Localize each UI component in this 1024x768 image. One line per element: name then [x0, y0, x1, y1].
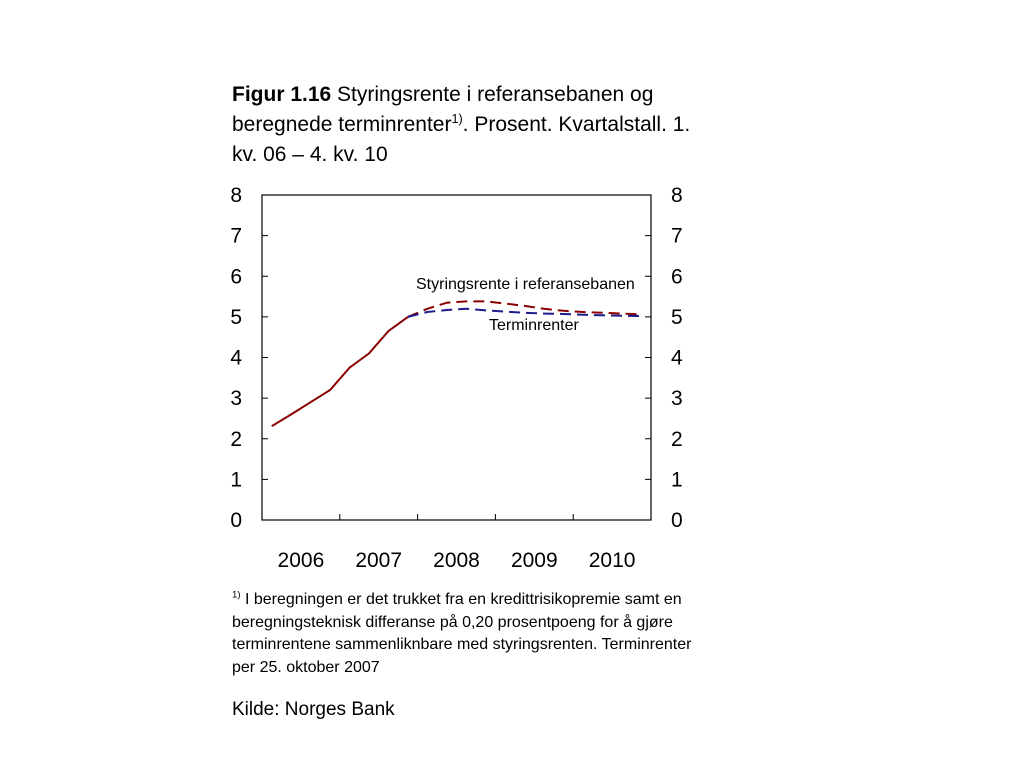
y-tick-label-left: 1: [230, 468, 242, 491]
x-tick-label: 2006: [278, 549, 325, 572]
y-tick-label-right: 7: [671, 225, 683, 248]
x-tick-label: 2008: [433, 549, 480, 572]
y-tick-label-right: 4: [671, 347, 683, 370]
figure-label: Figur 1.16: [232, 83, 332, 106]
figure-title-footnote-marker: 1): [451, 112, 463, 126]
y-axis-right: 0 1 2 3 4 5 6 7 8: [645, 184, 683, 532]
series-0-solid-line: [271, 316, 409, 428]
y-tick-label-right: 8: [671, 184, 683, 207]
figure-title: Figur 1.16 Styringsrente i referansebane…: [232, 80, 702, 170]
y-tick-label-left: 7: [230, 225, 242, 248]
plot-frame: [261, 194, 652, 521]
series-label-styringsrente: Styringsrente i referansebanen: [416, 276, 635, 293]
y-tick-label-right: 0: [671, 509, 683, 532]
series-label-terminrenter: Terminrenter: [489, 317, 579, 334]
footnote: 1) I beregningen er det trukket fra en k…: [232, 589, 712, 679]
series-lines: [271, 300, 642, 428]
x-tick-label: 2009: [511, 549, 558, 572]
y-tick-label-left: 8: [230, 184, 242, 207]
y-axis-left: 0 1 2 3 4 5 6 7 8: [230, 184, 268, 532]
series-1-dashed-line: [407, 307, 642, 318]
series-0-dashed-line: [407, 300, 642, 318]
y-tick-label-right: 1: [671, 468, 683, 491]
source-text: Kilde: Norges Bank: [232, 699, 395, 720]
x-tick-label: 2007: [355, 549, 402, 572]
y-tick-label-right: 5: [671, 306, 683, 329]
y-tick-label-right: 2: [671, 428, 683, 451]
y-tick-label-right: 6: [671, 265, 683, 288]
figure-title-subtitle: . Prosent. Kvartalstall. 1. kv. 06 – 4. …: [232, 113, 691, 166]
y-tick-label-left: 0: [230, 509, 242, 532]
y-tick-label-left: 6: [230, 265, 242, 288]
footnote-marker: 1): [232, 589, 241, 601]
x-axis: 2006 2007 2008 2009 2010: [278, 514, 636, 572]
y-tick-label-left: 4: [230, 347, 242, 370]
y-tick-label-left: 5: [230, 306, 242, 329]
y-tick-label-left: 2: [230, 428, 242, 451]
y-tick-label-left: 3: [230, 387, 242, 410]
x-tick-label: 2010: [589, 549, 636, 572]
figure-title-text: Styringsrente i referansebanen og beregn…: [232, 83, 654, 136]
footnote-text: I beregningen er det trukket fra en kred…: [232, 591, 692, 676]
y-tick-label-right: 3: [671, 387, 683, 410]
